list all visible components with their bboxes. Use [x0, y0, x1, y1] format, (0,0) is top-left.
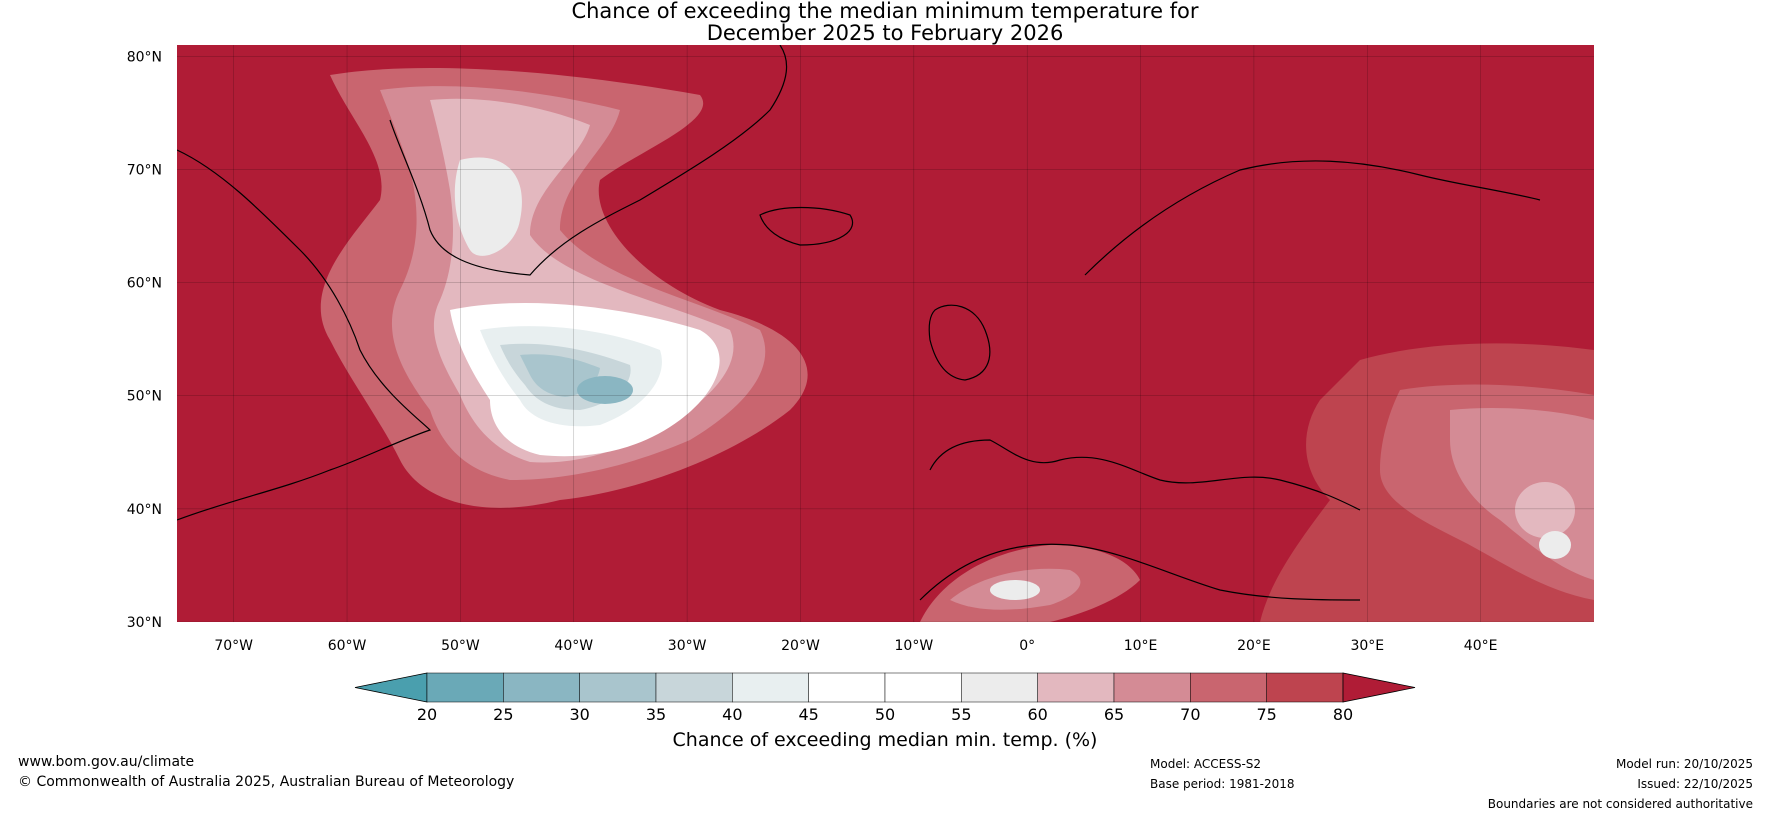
colorbar-tick-labels: 20 25 30 35 40 45 50 55 60 65 70 75 80: [417, 705, 1353, 724]
colorbar-tick-label: 75: [1256, 705, 1276, 724]
lon-label: 60°W: [328, 638, 367, 654]
copyright-text: © Commonwealth of Australia 2025, Austra…: [18, 774, 515, 790]
colorbar-segment: [579, 672, 657, 703]
lon-label: 70°W: [214, 638, 253, 654]
lon-label: 30°W: [668, 638, 707, 654]
colorbar-tick-label: 45: [798, 705, 818, 724]
base-period-text: Base period: 1981-2018: [1150, 777, 1295, 791]
issued-text: Issued: 22/10/2025: [1637, 777, 1753, 791]
model-run-text: Model run: 20/10/2025: [1615, 757, 1753, 771]
map-title-line2: December 2025 to February 2026: [706, 21, 1064, 45]
britain-coast: [928, 304, 991, 381]
canada-coast: [177, 149, 432, 521]
colorbar-segment: [503, 672, 580, 703]
lat-label: 70°N: [127, 162, 162, 178]
colorbar-tick-label: 65: [1104, 705, 1124, 724]
colorbar-segment: [655, 672, 733, 703]
europe-coast: [929, 439, 1361, 511]
east-contour-60: [1515, 482, 1575, 538]
lat-label: 40°N: [127, 502, 162, 518]
model-text: Model: ACCESS-S2: [1150, 757, 1262, 771]
lat-label: 60°N: [127, 276, 162, 292]
colorbar-tick-label: 35: [646, 705, 666, 724]
colorbar-tick-label: 60: [1027, 705, 1047, 724]
lon-label: 20°W: [781, 638, 820, 654]
coastlines: [177, 45, 1541, 601]
colorbar-tick-label: 40: [722, 705, 742, 724]
eastern-anomaly: [920, 343, 1594, 622]
lon-label: 10°W: [895, 638, 934, 654]
graticule: [177, 45, 1594, 622]
colorbar-tick-label: 20: [417, 705, 437, 724]
lat-label: 50°N: [127, 389, 162, 405]
lon-label: 50°W: [441, 638, 480, 654]
colorbar-tick-label: 30: [569, 705, 589, 724]
colorbar-segment: [1113, 672, 1191, 703]
colorbar-segment: [732, 672, 809, 703]
contour-55: [454, 157, 522, 256]
map-panel: [177, 45, 1594, 622]
longitude-labels: 70°W 60°W 50°W 40°W 30°W 20°W 10°W 0° 10°E 20°E 30…: [214, 638, 1497, 654]
colorbar-tick-label: 50: [875, 705, 895, 724]
colorbar-segment: [1266, 672, 1344, 703]
lon-label: 10°E: [1124, 638, 1158, 654]
colorbar-segment: [961, 672, 1038, 703]
colorbar-tick-label: 55: [951, 705, 971, 724]
lon-label: 20°E: [1237, 638, 1271, 654]
lon-label: 0°: [1019, 638, 1035, 654]
lat-label: 80°N: [127, 49, 162, 65]
colorbar-segment: [1190, 672, 1267, 703]
colorbar-under-arrow: [354, 672, 428, 703]
colorbar-label: Chance of exceeding median min. temp. (%…: [673, 729, 1098, 751]
contour-30: [577, 376, 633, 404]
lon-label: 30°E: [1350, 638, 1384, 654]
disclaimer-text: Boundaries are not considered authoritat…: [1487, 797, 1753, 811]
north-atlantic-cool-anomaly: [320, 67, 808, 508]
iceland-coast: [759, 206, 854, 246]
scandinavia-coast: [1084, 160, 1541, 276]
colorbar-segment: [808, 672, 886, 703]
map-title-line1: Chance of exceeding the median minimum t…: [571, 0, 1199, 23]
latitude-labels: 80°N 70°N 60°N 50°N 40°N 30°N: [127, 49, 162, 631]
colorbar-tick-label: 70: [1180, 705, 1200, 724]
colorbar-segment: [1037, 672, 1115, 703]
website-link[interactable]: www.bom.gov.au/climate: [18, 754, 195, 770]
colorbar-segment: [884, 672, 962, 703]
colorbar-tick-label: 80: [1333, 705, 1353, 724]
lat-label: 30°N: [127, 615, 162, 631]
lon-label: 40°E: [1464, 638, 1498, 654]
colorbar-tick-label: 25: [493, 705, 513, 724]
east-contour-55: [1539, 531, 1571, 559]
north-africa-contour-60: [990, 580, 1040, 600]
colorbar-over-arrow: [1342, 672, 1416, 703]
colorbar: [354, 672, 1416, 703]
greenland-coast: [389, 45, 788, 276]
lon-label: 40°W: [554, 638, 593, 654]
colorbar-segment: [426, 672, 504, 703]
africa-coast: [919, 543, 1361, 601]
